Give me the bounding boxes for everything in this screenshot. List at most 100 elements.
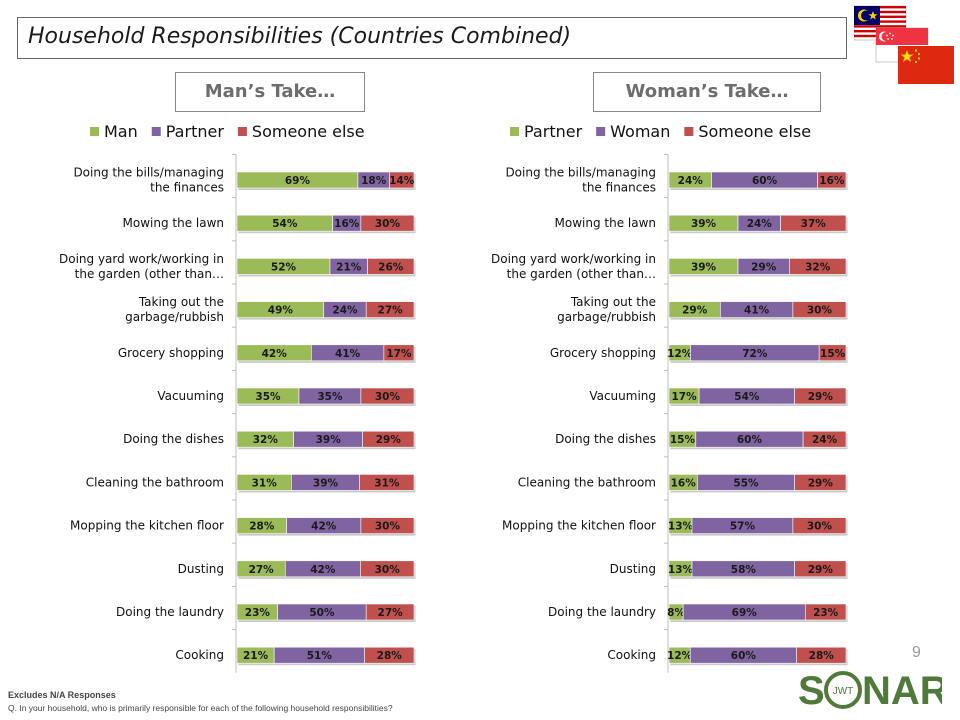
woman-category-label: Doing the bills/managing <box>505 166 656 180</box>
woman-data-label: 29% <box>808 564 834 576</box>
woman-category-label: Taking out the <box>570 295 656 309</box>
man-category-label: Cooking <box>175 648 224 662</box>
woman-bar-someone-else <box>794 560 847 578</box>
page-number: 9 <box>912 644 921 661</box>
man-category-label: Doing the bills/managing <box>73 166 224 180</box>
woman-data-label: 55% <box>733 477 759 489</box>
logo-text-inner: JWT <box>833 686 854 697</box>
man-category-label: Doing yard work/working in <box>59 252 224 266</box>
title-box: Household Responsibilities (Countries Co… <box>17 17 847 59</box>
woman-data-label: 16% <box>671 477 697 489</box>
footnote-question: Q. In your household, who is primarily r… <box>8 703 393 713</box>
woman-data-label: 69% <box>732 607 758 619</box>
man-category-label: Mowing the lawn <box>123 216 225 230</box>
woman-bar-someone-else <box>789 258 847 275</box>
man-data-label: 35% <box>317 391 343 403</box>
woman-category-label: Doing the laundry <box>548 605 656 619</box>
woman-data-label: 54% <box>734 391 760 403</box>
woman-data-label: 13% <box>668 521 694 533</box>
woman-bar-someone-else <box>780 214 847 232</box>
man-data-label: 42% <box>311 521 337 533</box>
man-legend-swatch-someone-else <box>237 127 247 136</box>
woman-category-label: Doing the dishes <box>555 432 656 446</box>
woman-data-label: 32% <box>805 261 831 273</box>
man-data-label: 41% <box>335 348 361 360</box>
woman-data-label: 30% <box>807 305 833 317</box>
woman-data-label: 39% <box>691 218 717 230</box>
woman-data-label: 60% <box>737 434 763 446</box>
man-legend-label-man: Man <box>104 122 138 141</box>
flags-group <box>854 5 954 84</box>
man-data-label: 49% <box>268 305 294 317</box>
woman-category-label: Doing yard work/working in <box>491 252 656 266</box>
womans-take-title: Woman’s Take… <box>593 72 821 112</box>
woman-category-label: garbage/rubbish <box>557 310 656 324</box>
man-data-label: 42% <box>262 348 288 360</box>
man-data-label: 21% <box>243 650 269 662</box>
man-data-label: 39% <box>316 434 342 446</box>
woman-category-label: Dusting <box>610 562 656 576</box>
woman-data-label: 60% <box>752 175 778 187</box>
woman-data-label: 17% <box>671 391 697 403</box>
man-bar-someone-else <box>362 430 415 448</box>
man-data-label: 27% <box>378 607 404 619</box>
woman-legend-label-woman: Woman <box>610 122 670 141</box>
mans-take-title: Man’s Take… <box>175 72 365 112</box>
woman-bar-someone-else <box>804 603 847 621</box>
man-data-label: 30% <box>375 564 401 576</box>
man-bar-someone-else <box>365 301 415 318</box>
woman-data-label: 8% <box>667 607 685 619</box>
woman-bar-someone-else <box>818 344 847 362</box>
man-data-label: 51% <box>307 650 333 662</box>
man-data-label: 28% <box>249 521 275 533</box>
man-category-label: Doing the dishes <box>123 432 224 446</box>
woman-bar-someone-else <box>792 517 847 534</box>
woman-bar-someone-else <box>796 646 847 664</box>
woman-category-label: Cleaning the bathroom <box>518 475 656 489</box>
woman-bar-someone-else <box>794 387 847 405</box>
man-bar-someone-else <box>360 560 415 578</box>
man-bar-someone-else <box>360 517 415 534</box>
woman-legend-swatch-partner <box>510 127 519 136</box>
logo-text-left: S <box>798 669 825 713</box>
woman-category-label: the finances <box>582 181 656 195</box>
woman-data-label: 12% <box>667 348 693 360</box>
woman-data-label: 24% <box>678 175 704 187</box>
man-data-label: 31% <box>374 477 400 489</box>
woman-category-label: Grocery shopping <box>550 346 656 360</box>
man-data-label: 24% <box>332 305 358 317</box>
man-data-label: 30% <box>375 218 401 230</box>
woman-data-label: 24% <box>747 218 773 230</box>
woman-data-label: 72% <box>742 348 768 360</box>
man-data-label: 16% <box>334 218 360 230</box>
footnote-exclusions: Excludes N/A Responses <box>8 690 116 700</box>
man-category-label: the finances <box>150 181 224 195</box>
woman-bar-someone-else <box>802 430 847 448</box>
woman-bar-someone-else <box>792 301 847 318</box>
woman-data-label: 28% <box>809 650 835 662</box>
woman-category-label: Mowing the lawn <box>555 216 657 230</box>
man-bar-someone-else <box>359 474 415 491</box>
sonar-jwt-logo: S JWT NAR <box>798 669 942 713</box>
man-legend-label-someone-else: Someone else <box>252 122 365 141</box>
man-category-label: the garden (other than… <box>75 267 224 281</box>
man-category-label: Cleaning the bathroom <box>86 475 224 489</box>
man-data-label: 42% <box>310 564 336 576</box>
man-legend-label-partner: Partner <box>166 122 225 141</box>
woman-data-label: 24% <box>812 434 838 446</box>
woman-data-label: 12% <box>667 650 693 662</box>
man-data-label: 29% <box>376 434 402 446</box>
woman-data-label: 29% <box>808 477 834 489</box>
man-data-label: 69% <box>285 175 311 187</box>
man-data-label: 18% <box>361 175 387 187</box>
woman-data-label: 41% <box>744 305 770 317</box>
woman-data-label: 39% <box>691 261 717 273</box>
man-bar-someone-else <box>367 258 415 275</box>
woman-data-label: 29% <box>808 391 834 403</box>
woman-data-label: 16% <box>819 175 845 187</box>
woman-legend-swatch-someone-else <box>684 127 694 136</box>
woman-data-label: 23% <box>813 607 839 619</box>
man-bar-someone-else <box>389 171 415 189</box>
man-data-label: 17% <box>386 348 412 360</box>
man-bar-someone-else <box>365 603 415 621</box>
